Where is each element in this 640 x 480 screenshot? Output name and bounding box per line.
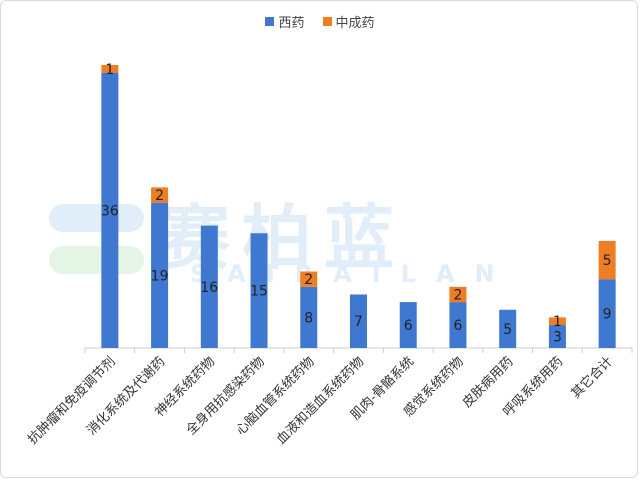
bar-western	[300, 286, 318, 348]
data-label-chinese: 2	[453, 287, 462, 303]
x-tick-label: 血液和造血系统药物	[274, 354, 367, 447]
data-label-western: 19	[151, 268, 169, 284]
data-label-chinese: 1	[105, 62, 114, 78]
x-tick-label: 抗肿瘤和免疫调节剂	[25, 354, 119, 448]
bar-western	[499, 309, 517, 348]
data-label-western: 7	[354, 314, 363, 330]
bar-chinese	[300, 271, 318, 287]
data-label-western: 16	[200, 280, 218, 296]
chart-legend: 西药 中成药	[0, 12, 640, 31]
data-label-western: 8	[304, 310, 313, 326]
data-label-western: 9	[603, 307, 612, 323]
x-tick-label: 其它合计	[568, 354, 616, 402]
legend-swatch-chinese	[322, 17, 332, 26]
bar-chinese	[548, 317, 566, 326]
data-label-western: 15	[250, 284, 268, 300]
bar-chinese	[151, 187, 169, 203]
data-label-western: 6	[453, 318, 462, 334]
legend-swatch-western	[265, 17, 275, 26]
legend-item-chinese: 中成药	[322, 12, 375, 31]
data-label-western: 6	[404, 318, 413, 334]
data-label-chinese: 2	[304, 272, 313, 288]
bar-western	[449, 302, 467, 348]
bar-western	[151, 202, 169, 348]
legend-item-western: 西药	[265, 12, 305, 31]
bar-chinese	[449, 286, 467, 303]
bar-western	[598, 279, 616, 348]
bar-western	[101, 72, 119, 348]
legend-label-chinese: 中成药	[335, 16, 375, 31]
bar-chinese	[598, 240, 616, 280]
data-label-western: 36	[101, 203, 119, 219]
bar-western	[200, 225, 218, 348]
data-label-chinese: 2	[155, 188, 164, 204]
data-label-chinese: 5	[603, 253, 612, 269]
data-label-chinese: 1	[553, 314, 562, 330]
data-label-western: 5	[503, 322, 512, 338]
bar-western	[548, 325, 566, 348]
bar-chinese	[101, 65, 119, 73]
bar-western	[350, 294, 367, 348]
legend-label-western: 西药	[278, 16, 305, 31]
bar-western	[399, 302, 417, 348]
bar-western	[250, 233, 268, 348]
data-label-western: 3	[553, 330, 562, 346]
